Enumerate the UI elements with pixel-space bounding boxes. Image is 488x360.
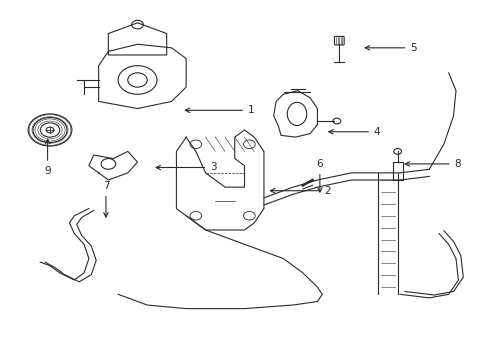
Text: 6: 6 [316,159,323,192]
Text: 8: 8 [404,159,460,169]
Text: 9: 9 [44,139,51,176]
Text: 2: 2 [270,186,330,196]
Text: 1: 1 [185,105,254,115]
Text: 4: 4 [328,127,380,137]
Text: 3: 3 [156,162,216,172]
Text: 7: 7 [102,181,109,217]
Text: 5: 5 [365,43,416,53]
